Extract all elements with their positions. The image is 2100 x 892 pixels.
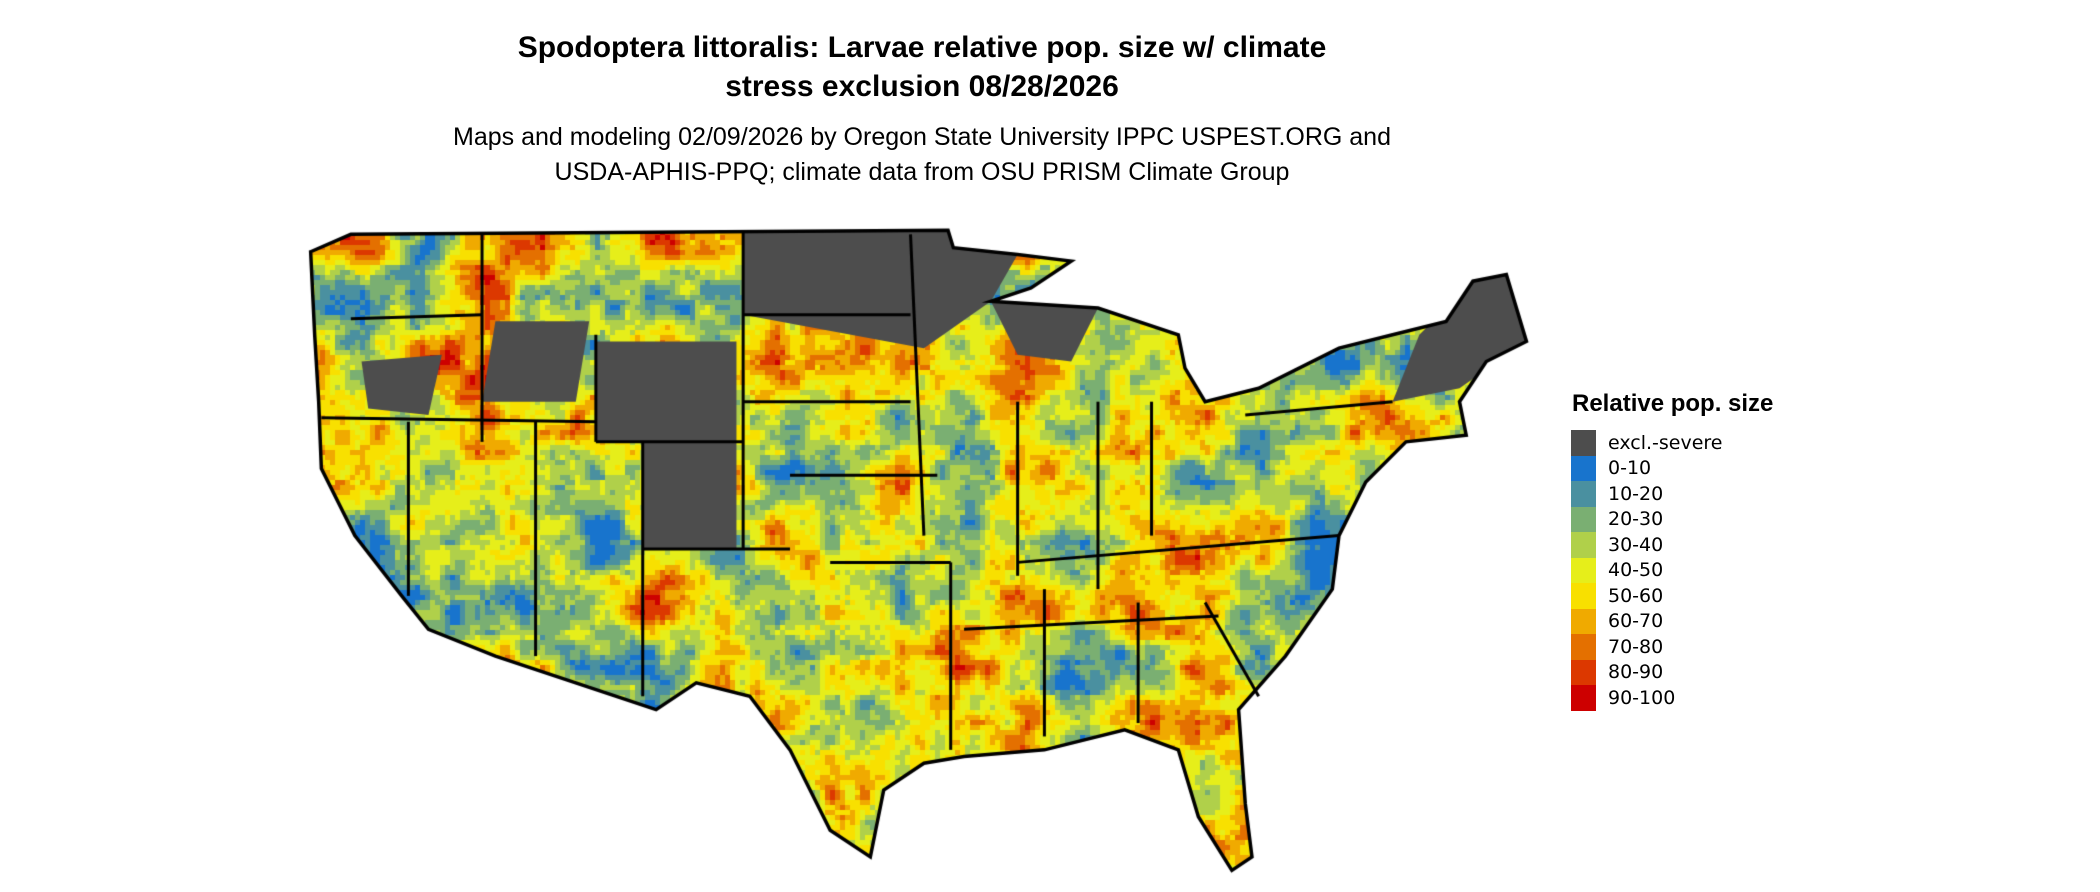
map-title: Spodoptera littoralis: Larvae relative p… xyxy=(300,28,1544,106)
legend-swatch xyxy=(1571,430,1596,456)
legend-swatch xyxy=(1571,506,1596,532)
legend-item: 30-40 xyxy=(1571,532,1773,558)
legend-swatch xyxy=(1571,634,1596,660)
legend-item: 80-90 xyxy=(1571,659,1773,685)
subtitle-line-1: Maps and modeling 02/09/2026 by Oregon S… xyxy=(453,123,1391,151)
legend-swatch xyxy=(1571,532,1596,558)
legend-swatch xyxy=(1571,608,1596,634)
legend-swatch xyxy=(1571,583,1596,609)
subtitle-line-2: USDA-APHIS-PPQ; climate data from OSU PR… xyxy=(554,158,1290,186)
legend-label: 80-90 xyxy=(1608,661,1664,684)
legend-label: 30-40 xyxy=(1608,533,1664,556)
legend-swatch xyxy=(1571,685,1596,711)
title-line-2: stress exclusion 08/28/2026 xyxy=(725,70,1119,103)
legend-item: 50-60 xyxy=(1571,583,1773,609)
legend-label: 20-30 xyxy=(1608,508,1664,531)
legend-item: 0-10 xyxy=(1571,455,1773,481)
legend-item: 10-20 xyxy=(1571,481,1773,507)
legend-label: 0-10 xyxy=(1608,457,1652,480)
legend-label: 60-70 xyxy=(1608,610,1664,633)
legend-title: Relative pop. size xyxy=(1572,390,1774,417)
legend-item: 90-100 xyxy=(1571,685,1773,711)
legend-label: excl.-severe xyxy=(1608,431,1723,454)
legend-item: 20-30 xyxy=(1571,506,1773,532)
legend-swatch xyxy=(1571,481,1596,507)
legend-item: excl.-severe xyxy=(1571,430,1773,456)
legend: Relative pop. size excl.-severe 0-10 10-20… xyxy=(1571,390,1773,711)
legend-item: 40-50 xyxy=(1571,557,1773,583)
legend-label: 50-60 xyxy=(1608,584,1664,607)
legend-item: 60-70 xyxy=(1571,608,1773,634)
legend-swatch xyxy=(1571,659,1596,685)
legend-swatch xyxy=(1571,557,1596,583)
title-line-1: Spodoptera littoralis: Larvae relative p… xyxy=(517,31,1327,64)
legend-label: 40-50 xyxy=(1608,559,1664,582)
map-subtitle: Maps and modeling 02/09/2026 by Oregon S… xyxy=(300,120,1544,190)
legend-swatch xyxy=(1571,455,1596,481)
legend-item: 70-80 xyxy=(1571,634,1773,660)
legend-label: 90-100 xyxy=(1608,686,1676,709)
legend-label: 10-20 xyxy=(1608,482,1664,505)
legend-label: 70-80 xyxy=(1608,635,1664,658)
